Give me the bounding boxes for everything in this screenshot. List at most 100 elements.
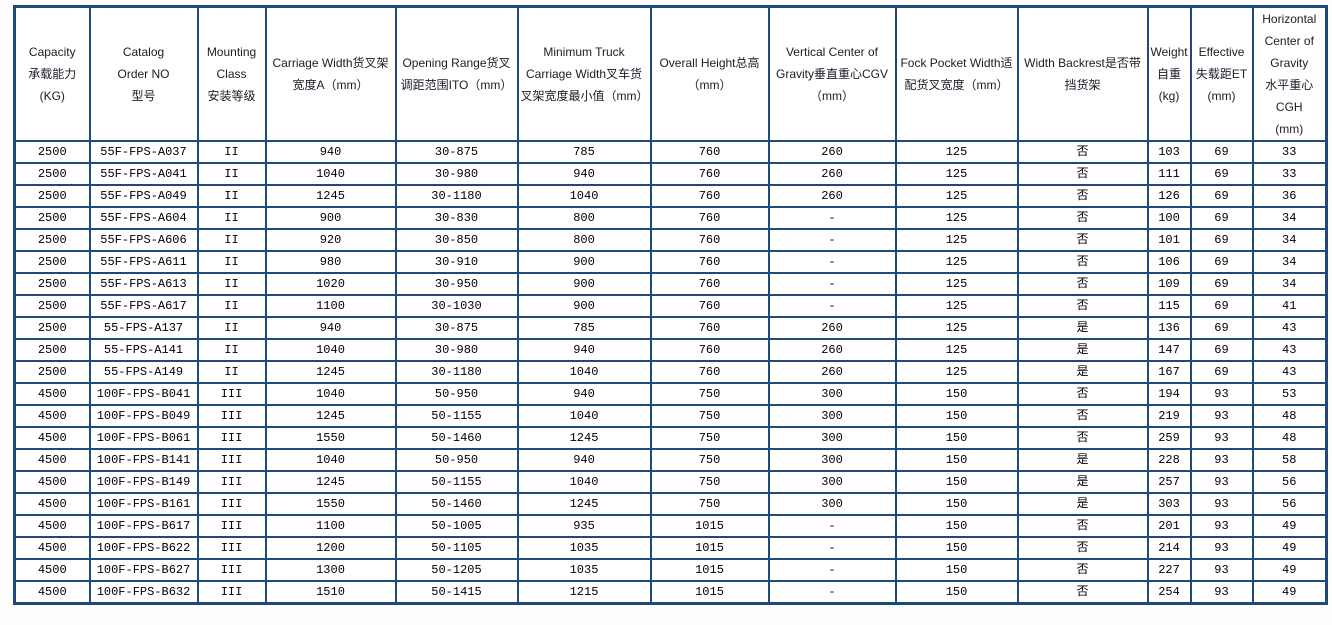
col-header-opening-range: Opening Range货叉调距范围ITO（mm） [394,5,519,142]
table-row: 4500 100F-FPS-B632 III 1510 50-1415 1215 1015-… [13,580,1328,605]
table-cell: 1015 [649,558,770,582]
table-cell: 940 [516,338,652,362]
table-cell: 否 [1016,162,1149,186]
table-cell: 93 [1189,492,1254,516]
table-row: 4500 100F-FPS-B161 III 1550 50-1460 1245 750 30… [13,492,1328,516]
table-cell: 750 [649,404,770,428]
table-cell: 1040 [516,470,652,494]
table-cell: 125 [894,316,1019,340]
col-header-effective-et: Effective 失载距ET (mm) [1189,5,1254,142]
table-cell: 4500 [13,426,91,450]
table-cell: 53 [1251,382,1328,406]
table-row: 2500 55-FPS-A149 II 1245 30-1180 1040 760 260 12… [13,360,1328,384]
table-cell: 900 [264,206,397,230]
table-cell: 260 [767,316,897,340]
table-cell: 30-950 [394,272,519,296]
table-cell: 1100 [264,514,397,538]
table-cell: 4500 [13,382,91,406]
table-cell: II [196,360,267,384]
table-cell: 34 [1251,206,1328,230]
table-cell: 是 [1016,448,1149,472]
table-row: 4500 100F-FPS-B049 III 1245 50-1155 1040 750 30… [13,404,1328,428]
table-cell: III [196,448,267,472]
table-cell: 1245 [516,492,652,516]
table-cell: 1040 [516,404,652,428]
table-cell: 2500 [13,272,91,296]
table-cell: 259 [1146,426,1192,450]
table-cell: 760 [649,272,770,296]
table-cell: 1300 [264,558,397,582]
table-cell: 36 [1251,184,1328,208]
table-cell: III [196,536,267,560]
table-cell: 93 [1189,580,1254,605]
table-cell: 34 [1251,250,1328,274]
table-cell: 750 [649,470,770,494]
table-cell: 214 [1146,536,1192,560]
table-cell: 785 [516,140,652,164]
table-cell: 106 [1146,250,1192,274]
table-cell: 125 [894,294,1019,318]
table-cell: 2500 [13,294,91,318]
table-cell: 201 [1146,514,1192,538]
table-cell: 4500 [13,470,91,494]
table-cell: - [767,228,897,252]
table-cell: 2500 [13,316,91,340]
table-cell: 43 [1251,360,1328,384]
table-cell: 69 [1189,360,1254,384]
table-cell: 260 [767,360,897,384]
table-cell: 109 [1146,272,1192,296]
table-cell: 136 [1146,316,1192,340]
table-cell: 300 [767,492,897,516]
table-cell: 100F-FPS-B061 [88,426,199,450]
table-cell: 760 [649,250,770,274]
table-cell: 150 [894,382,1019,406]
table-cell: 1015 [649,536,770,560]
table-cell: 111 [1146,162,1192,186]
table-cell: 48 [1251,426,1328,450]
table-cell: II [196,250,267,274]
table-cell: 93 [1189,558,1254,582]
table-cell: 69 [1189,294,1254,318]
table-cell: 69 [1189,316,1254,340]
table-cell: 980 [264,250,397,274]
table-cell: 否 [1016,426,1149,450]
col-header-mounting-class: Mounting Class 安装等级 [196,5,267,142]
table-cell: 55F-FPS-A606 [88,228,199,252]
table-cell: 2500 [13,162,91,186]
table-cell: 150 [894,536,1019,560]
table-cell: 否 [1016,228,1149,252]
table-cell: 否 [1016,404,1149,428]
table-cell: III [196,580,267,605]
table-row: 2500 55F-FPS-A606 II 920 30-850 800 760-125 否 10… [13,228,1328,252]
table-cell: 是 [1016,492,1149,516]
table-cell: II [196,184,267,208]
col-header-min-truck-carriage-width: Minimum Truck Carriage Width叉车货叉架宽度最小值（m… [516,5,652,142]
col-header-width-backrest: Width Backrest是否带挡货架 [1016,5,1149,142]
table-cell: 4500 [13,448,91,472]
table-cell: 4500 [13,492,91,516]
table-cell: III [196,514,267,538]
table-cell: 750 [649,382,770,406]
table-cell: 50-1205 [394,558,519,582]
table-cell: 1245 [516,426,652,450]
table-cell: - [767,558,897,582]
table-cell: 760 [649,228,770,252]
table-cell: 125 [894,272,1019,296]
table-cell: 否 [1016,580,1149,605]
table-cell: III [196,470,267,494]
table-cell: 103 [1146,140,1192,164]
table-cell: 1245 [264,470,397,494]
table-cell: - [767,580,897,605]
table-cell: 2500 [13,206,91,230]
table-cell: 否 [1016,184,1149,208]
table-cell: II [196,162,267,186]
table-cell: III [196,404,267,428]
table-cell: II [196,316,267,340]
col-header-catalog-order-no: Catalog Order NO 型号 [88,5,199,142]
table-cell: 55F-FPS-A617 [88,294,199,318]
table-cell: 785 [516,316,652,340]
table-cell: 254 [1146,580,1192,605]
col-header-fork-pocket-width: Fock Pocket Width适配货叉宽度（mm） [894,5,1019,142]
table-cell: 760 [649,294,770,318]
